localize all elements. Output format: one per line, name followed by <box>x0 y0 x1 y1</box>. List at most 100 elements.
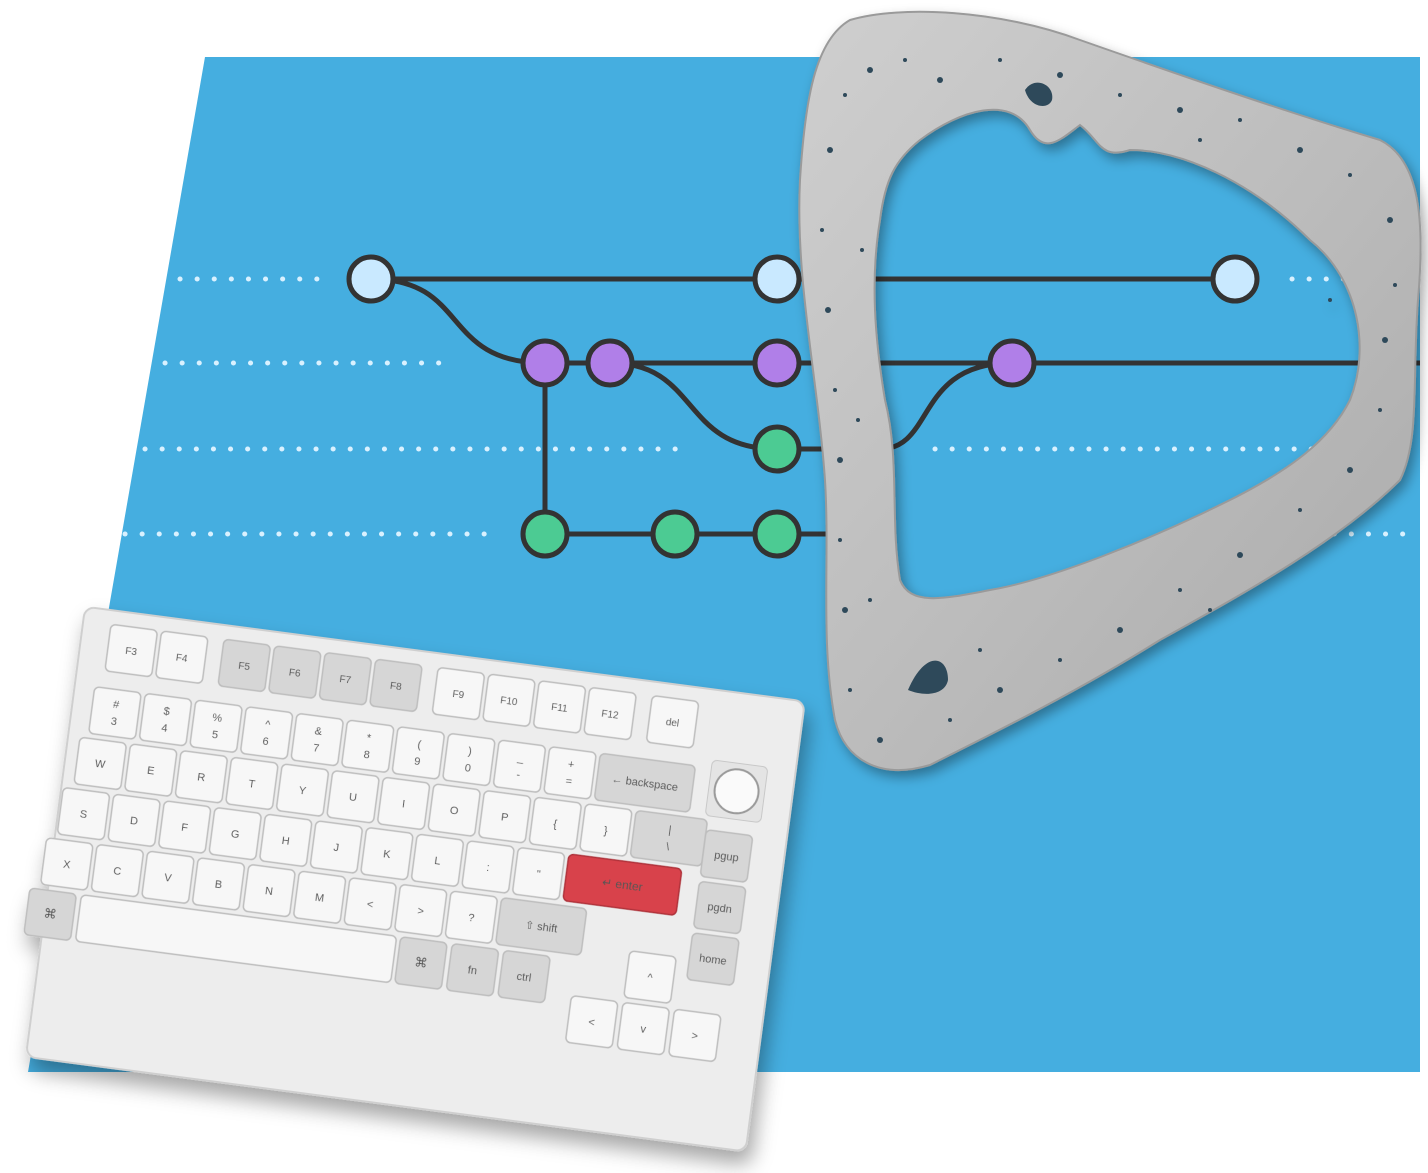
key-number-label: # <box>112 699 121 712</box>
key-letter[interactable]: G <box>208 807 262 861</box>
edge-feature-out <box>609 360 778 452</box>
key-letter[interactable]: P <box>478 790 532 844</box>
key-letter[interactable]: T <box>225 756 279 810</box>
key-number[interactable]: $4 <box>139 693 193 747</box>
key-letter-cap <box>293 870 347 924</box>
key-fn[interactable]: fn <box>445 943 500 997</box>
key-letter[interactable]: O <box>427 783 481 837</box>
key-backspace[interactable]: ← backspace <box>594 753 696 813</box>
knob[interactable] <box>705 760 768 823</box>
key-letter[interactable]: N <box>242 864 296 918</box>
key-ctrl[interactable]: ctrl <box>497 950 551 1004</box>
key-letter[interactable]: W <box>73 737 127 791</box>
key-space[interactable] <box>75 894 397 983</box>
key-letter[interactable]: } <box>579 803 633 857</box>
key-letter[interactable]: M <box>293 870 347 924</box>
key-arrow-down[interactable]: v <box>616 1002 670 1056</box>
key-f12[interactable]: F12 <box>583 687 637 741</box>
key-cmd[interactable]: ⌘ <box>394 936 448 990</box>
key-f10-cap <box>482 673 536 727</box>
key-number[interactable]: _- <box>492 739 546 793</box>
key-letter-cap <box>242 864 296 918</box>
key-f8-label: F8 <box>389 681 402 693</box>
key-number[interactable]: += <box>543 746 597 800</box>
key-number[interactable]: (9 <box>391 726 445 780</box>
key-letter-cap <box>124 743 178 797</box>
key-letter[interactable]: L <box>410 833 464 887</box>
key-letter[interactable]: J <box>309 820 363 874</box>
key-letter[interactable]: > <box>394 884 448 938</box>
key-letter-cap <box>259 813 313 867</box>
key-f6[interactable]: F6 <box>268 645 322 699</box>
key-number[interactable]: %5 <box>189 699 243 753</box>
key-letter-label: L <box>434 855 442 868</box>
key-letter[interactable]: B <box>192 857 246 911</box>
edge-branch-out <box>370 276 546 366</box>
key-number-label: 0 <box>464 762 472 775</box>
key-letter-label: U <box>348 791 357 804</box>
key-letter-cap <box>208 807 262 861</box>
key-letter[interactable]: K <box>360 827 414 881</box>
key-letter[interactable]: F <box>158 800 212 854</box>
key-letter[interactable]: X <box>40 837 94 891</box>
key-letter[interactable]: < <box>343 877 397 931</box>
key-f8[interactable]: F8 <box>369 658 423 712</box>
key-letter[interactable]: D <box>107 793 161 847</box>
key-number[interactable]: #3 <box>88 686 142 740</box>
key-number-cap <box>88 686 142 740</box>
key-letter[interactable]: { <box>528 796 582 850</box>
key-letter-cap <box>528 796 582 850</box>
key-f10[interactable]: F10 <box>482 673 536 727</box>
key-del[interactable]: del <box>646 695 700 749</box>
key-arrow-up[interactable]: ^ <box>623 950 677 1004</box>
key-f10-label: F10 <box>500 695 519 708</box>
node-purple <box>585 338 635 388</box>
key-letter[interactable]: ? <box>444 890 498 944</box>
key-letter-label: O <box>449 805 459 818</box>
key-backslash[interactable]: |\ <box>629 810 708 867</box>
key-letter[interactable]: I <box>377 776 431 830</box>
key-arrow-left[interactable]: < <box>565 995 619 1049</box>
key-space-cap <box>75 894 397 983</box>
key-letter[interactable]: R <box>174 750 228 804</box>
key-number-label: & <box>314 725 323 738</box>
key-letter-label: ? <box>467 912 475 925</box>
key-letter-label: T <box>248 778 257 791</box>
key-cmd-left-cap <box>23 887 77 941</box>
key-f11[interactable]: F11 <box>533 680 587 734</box>
key-f3[interactable]: F3 <box>104 624 158 678</box>
key-arrow-down-cap <box>616 1002 670 1056</box>
key-pgup[interactable]: pgup <box>700 829 754 883</box>
key-home[interactable]: home <box>686 932 740 986</box>
key-shift[interactable]: ⇧ shift <box>495 897 588 956</box>
key-f7[interactable]: F7 <box>318 652 372 706</box>
node-purple <box>987 338 1037 388</box>
key-arrow-right[interactable]: > <box>668 1008 722 1062</box>
key-letter[interactable]: E <box>124 743 178 797</box>
key-f4[interactable]: F4 <box>155 630 209 684</box>
key-f5[interactable]: F5 <box>217 638 271 692</box>
key-letter[interactable]: Y <box>275 763 330 817</box>
key-letter[interactable]: H <box>259 813 313 867</box>
key-letter-cap <box>394 884 448 938</box>
key-letter[interactable]: V <box>141 850 195 904</box>
key-letter[interactable]: U <box>326 770 380 824</box>
knob-dial[interactable] <box>712 767 761 816</box>
key-cmd-left[interactable]: ⌘ <box>23 887 77 941</box>
key-letter[interactable]: S <box>57 787 111 841</box>
key-enter[interactable]: ↵ enter <box>562 853 683 916</box>
key-number[interactable]: &7 <box>290 713 344 767</box>
key-number[interactable]: ^6 <box>240 706 294 760</box>
key-letter-cap <box>192 857 246 911</box>
key-pgdn[interactable]: pgdn <box>693 881 747 935</box>
key-f9[interactable]: F9 <box>431 667 485 721</box>
key-number-label: ) <box>467 745 472 757</box>
key-number[interactable]: *8 <box>341 719 395 773</box>
key-letter[interactable]: " <box>512 847 566 901</box>
key-letter[interactable]: : <box>461 840 515 894</box>
key-letter-label: W <box>94 758 106 771</box>
key-letter[interactable]: C <box>90 844 144 898</box>
key-number[interactable]: )0 <box>442 733 496 787</box>
key-f6-cap <box>268 645 322 699</box>
